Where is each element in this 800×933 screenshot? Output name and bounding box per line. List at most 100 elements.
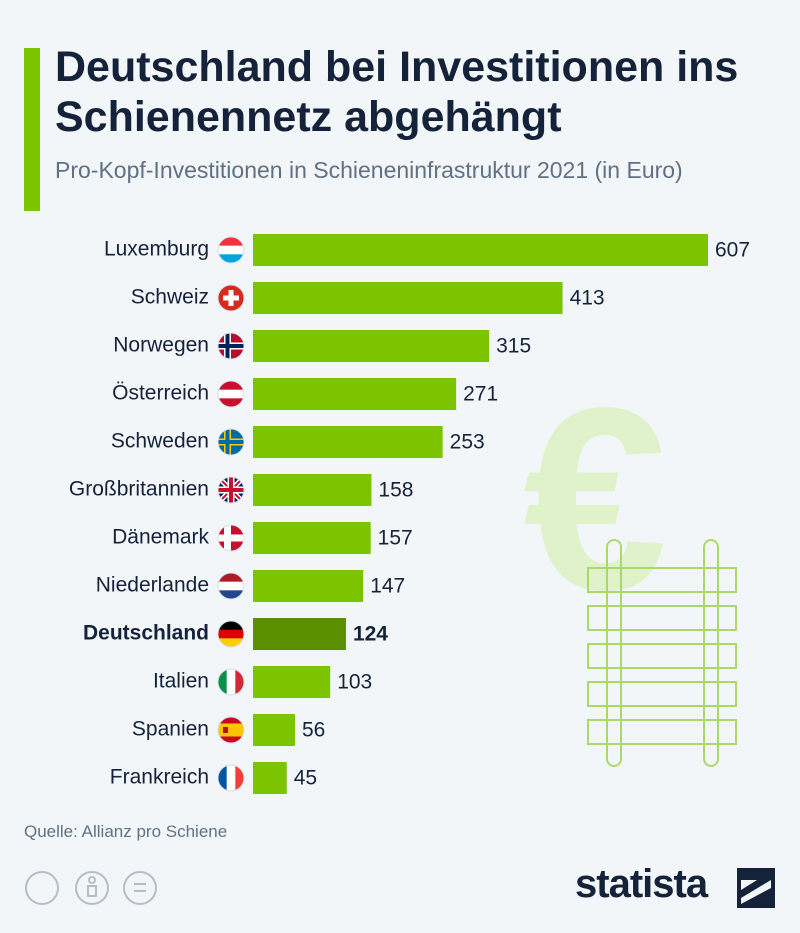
flag-icon	[217, 524, 245, 552]
category-label: Italien	[153, 670, 209, 693]
flag-part	[218, 621, 244, 631]
source: Quelle: Allianz pro Schiene	[24, 822, 228, 841]
flag-part	[218, 638, 244, 647]
euro-icon: €	[523, 355, 668, 645]
flag-part	[223, 727, 228, 733]
flag-part	[226, 765, 236, 791]
flag-fill	[218, 765, 244, 791]
license-icons	[25, 871, 157, 905]
flag-part	[235, 765, 244, 791]
category-label: Schweden	[111, 430, 209, 453]
flag-fill	[218, 717, 244, 743]
bar	[253, 234, 708, 266]
value-label: 315	[496, 335, 531, 358]
flag-part	[218, 590, 244, 599]
flag-part	[218, 573, 244, 583]
flag-fill	[218, 621, 244, 647]
flag-border	[217, 236, 245, 264]
bar	[253, 474, 372, 506]
flag-part	[218, 398, 244, 407]
flag-part	[218, 254, 244, 263]
value-label: 45	[294, 767, 317, 790]
flag-icon	[217, 284, 245, 312]
flag-part	[226, 669, 236, 695]
flag-part	[218, 534, 244, 542]
category-label: Spanien	[132, 718, 209, 741]
bar	[253, 282, 563, 314]
bar	[253, 618, 346, 650]
chart-subtitle: Pro-Kopf-Investitionen in Schieneninfras…	[55, 157, 683, 183]
category-label: Großbritannien	[69, 478, 209, 501]
value-label: 124	[353, 623, 388, 646]
value-label: 271	[463, 383, 498, 406]
category-label: Dänemark	[112, 526, 209, 549]
category-label: Niederlande	[96, 574, 209, 597]
flag-icon	[217, 668, 245, 696]
flag-fill	[218, 237, 244, 263]
category-label: Frankreich	[110, 766, 209, 789]
bar	[253, 714, 295, 746]
bar	[253, 666, 331, 698]
flag-fill	[218, 477, 244, 503]
flag-border	[217, 524, 245, 552]
flag-part	[218, 440, 244, 444]
flag-border	[217, 572, 245, 600]
flag-part	[218, 344, 244, 348]
decoration: €	[523, 355, 737, 767]
flag-part	[235, 669, 244, 695]
value-label: 147	[370, 575, 405, 598]
flag-icon	[217, 764, 245, 792]
bar	[253, 762, 287, 794]
flag-border	[217, 380, 245, 408]
flag-icon	[217, 716, 245, 744]
flag-part	[223, 295, 239, 301]
flag-fill	[218, 525, 244, 551]
value-label: 413	[570, 287, 605, 310]
flag-part	[218, 629, 244, 639]
flag-fill	[218, 669, 244, 695]
flag-part	[218, 381, 244, 391]
value-label: 157	[378, 527, 413, 550]
flag-fill	[218, 333, 244, 359]
value-label: 607	[715, 239, 750, 262]
flag-border	[217, 284, 245, 312]
category-label: Österreich	[112, 382, 209, 405]
flag-border	[217, 668, 245, 696]
flag-icon	[217, 572, 245, 600]
flag-icon	[217, 428, 245, 456]
flag-fill	[218, 285, 244, 311]
flag-part	[218, 581, 244, 591]
value-label: 253	[450, 431, 485, 454]
flag-border	[217, 476, 245, 504]
brand-icon	[737, 868, 775, 908]
flag-icon	[217, 236, 245, 264]
flag-icon	[217, 332, 245, 360]
flag-border	[217, 716, 245, 744]
flag-icon	[217, 476, 245, 504]
flag-part	[229, 477, 233, 503]
flag-icon	[217, 620, 245, 648]
value-label: 56	[302, 719, 325, 742]
category-label: Deutschland	[83, 622, 209, 645]
flag-fill	[218, 429, 244, 455]
bar	[253, 522, 371, 554]
chart-title: Deutschland bei Investitionen ins Schien…	[55, 43, 739, 141]
bar	[253, 426, 443, 458]
flag-border	[217, 332, 245, 360]
flag-part	[218, 389, 244, 399]
bar	[253, 330, 490, 362]
flag-fill	[218, 573, 244, 599]
flag-border	[217, 620, 245, 648]
category-label: Norwegen	[113, 334, 209, 357]
flag-fill	[218, 381, 244, 407]
flag-part	[218, 669, 228, 695]
flag-part	[218, 723, 244, 737]
bar	[253, 570, 364, 602]
value-label: 103	[337, 671, 372, 694]
flag-part	[218, 245, 244, 255]
flag-icon	[217, 380, 245, 408]
flag-border	[217, 764, 245, 792]
flag-border	[217, 428, 245, 456]
